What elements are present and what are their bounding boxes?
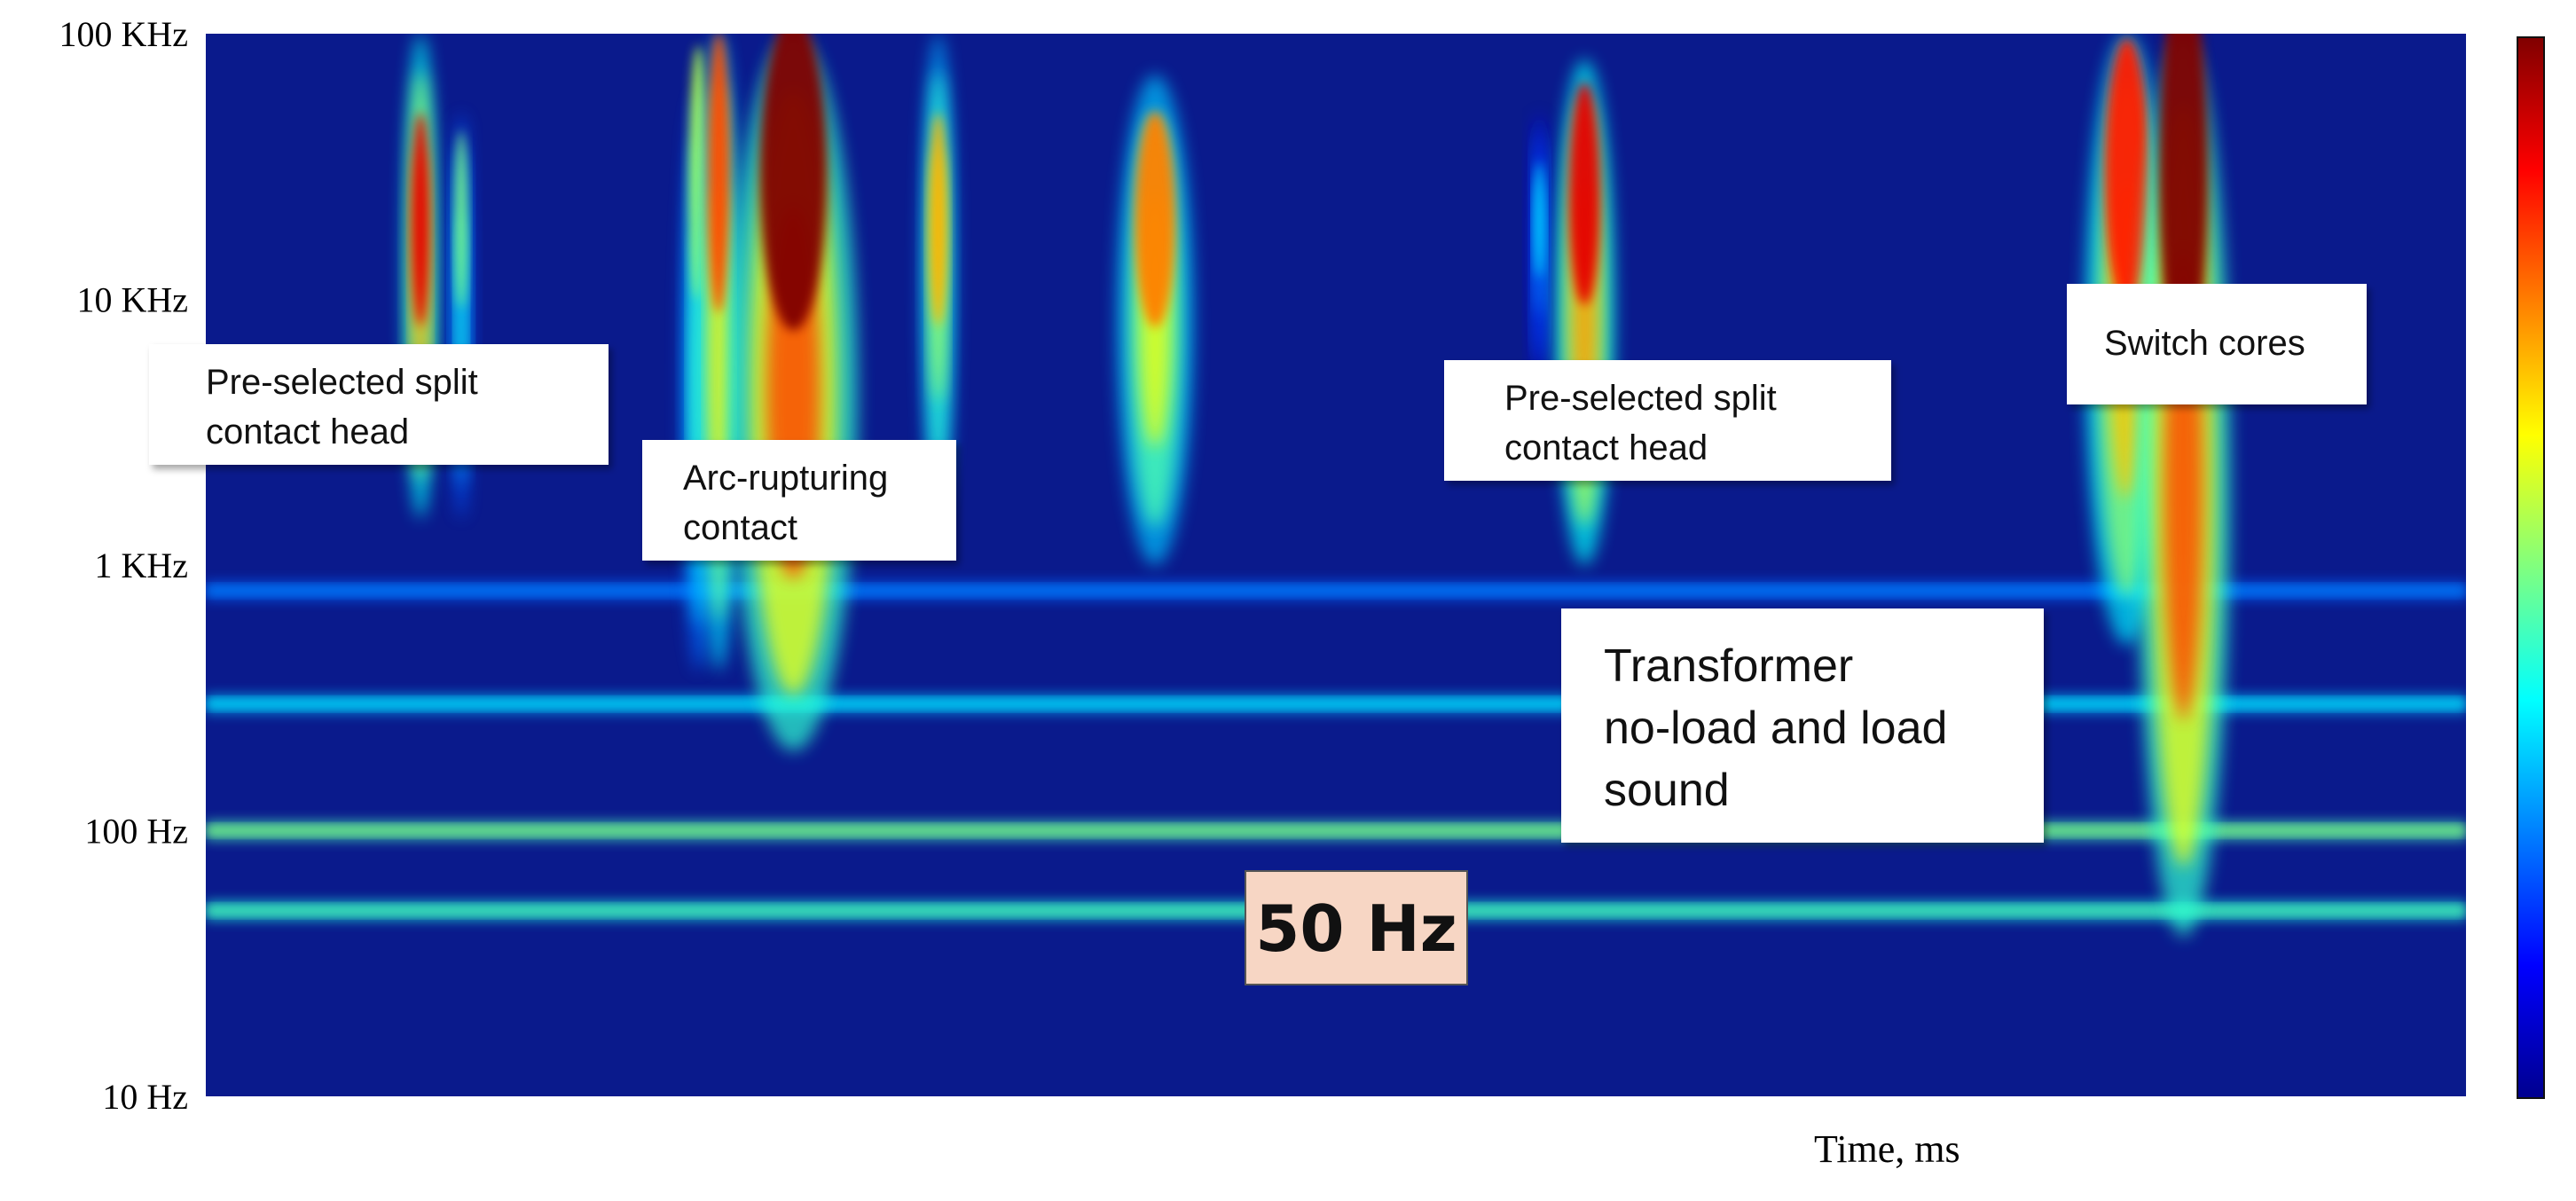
event-peak bbox=[411, 113, 430, 326]
annotation-arc-rupturing-text: Arc-rupturing contact bbox=[683, 459, 898, 547]
event-peak bbox=[1535, 161, 1544, 279]
annotation-line: contact head bbox=[206, 412, 409, 451]
y-tick-label: 10 KHz bbox=[76, 280, 188, 320]
annotation-line: Pre-selected split bbox=[1504, 379, 1777, 418]
event-peak bbox=[929, 113, 947, 326]
event-peak bbox=[455, 130, 467, 309]
annotation-line: contact head bbox=[1504, 428, 1708, 467]
annotation-line: Arc-rupturing bbox=[683, 459, 888, 498]
annotation-preselected-split-1 bbox=[149, 344, 609, 465]
x-axis-label: Time, ms bbox=[1814, 1127, 1960, 1171]
event-peak bbox=[1568, 82, 1601, 305]
annotation-preselected-split-2 bbox=[1444, 360, 1891, 481]
band-label: 50 Hz bbox=[1255, 891, 1457, 966]
y-tick-label: 100 Hz bbox=[84, 812, 188, 852]
y-tick-label: 100 KHz bbox=[59, 14, 188, 54]
annotation-line: no-load and load bbox=[1604, 703, 1947, 754]
y-tick-label: 1 KHz bbox=[94, 546, 188, 585]
event-peak bbox=[759, 34, 828, 331]
event-peak bbox=[1135, 111, 1176, 327]
band-line bbox=[206, 826, 2466, 836]
annotation-line: contact bbox=[683, 508, 797, 547]
annotation-switch-cores bbox=[2067, 284, 2367, 404]
horizontal-bands bbox=[206, 580, 2466, 922]
annotation-preselected-split-1-text: Pre-selected split contact head bbox=[206, 363, 488, 451]
annotation-line: sound bbox=[1604, 765, 1730, 816]
annotation-preselected-split-2-text: Pre-selected split contact head bbox=[1504, 379, 1787, 467]
annotation-switch-cores-text: Switch cores bbox=[2104, 324, 2305, 363]
event-peak bbox=[2104, 37, 2150, 308]
event-peak bbox=[707, 34, 731, 313]
colorbar bbox=[2517, 36, 2545, 1099]
annotation-arc-rupturing bbox=[642, 440, 956, 561]
annotation-transformer-sound-text: Transformer no-load and load sound bbox=[1604, 640, 1960, 816]
annotation-line: Pre-selected split bbox=[206, 363, 478, 402]
band-line bbox=[206, 586, 2466, 596]
y-axis-ticks: 100 KHz 10 KHz 1 KHz 100 Hz 10 Hz bbox=[59, 14, 188, 1117]
annotation-transformer-sound bbox=[1561, 608, 2044, 843]
annotation-line: Transformer bbox=[1604, 640, 1853, 692]
band-label-box bbox=[1245, 870, 1468, 985]
band-line bbox=[206, 699, 2466, 709]
y-tick-label: 10 Hz bbox=[102, 1077, 188, 1117]
